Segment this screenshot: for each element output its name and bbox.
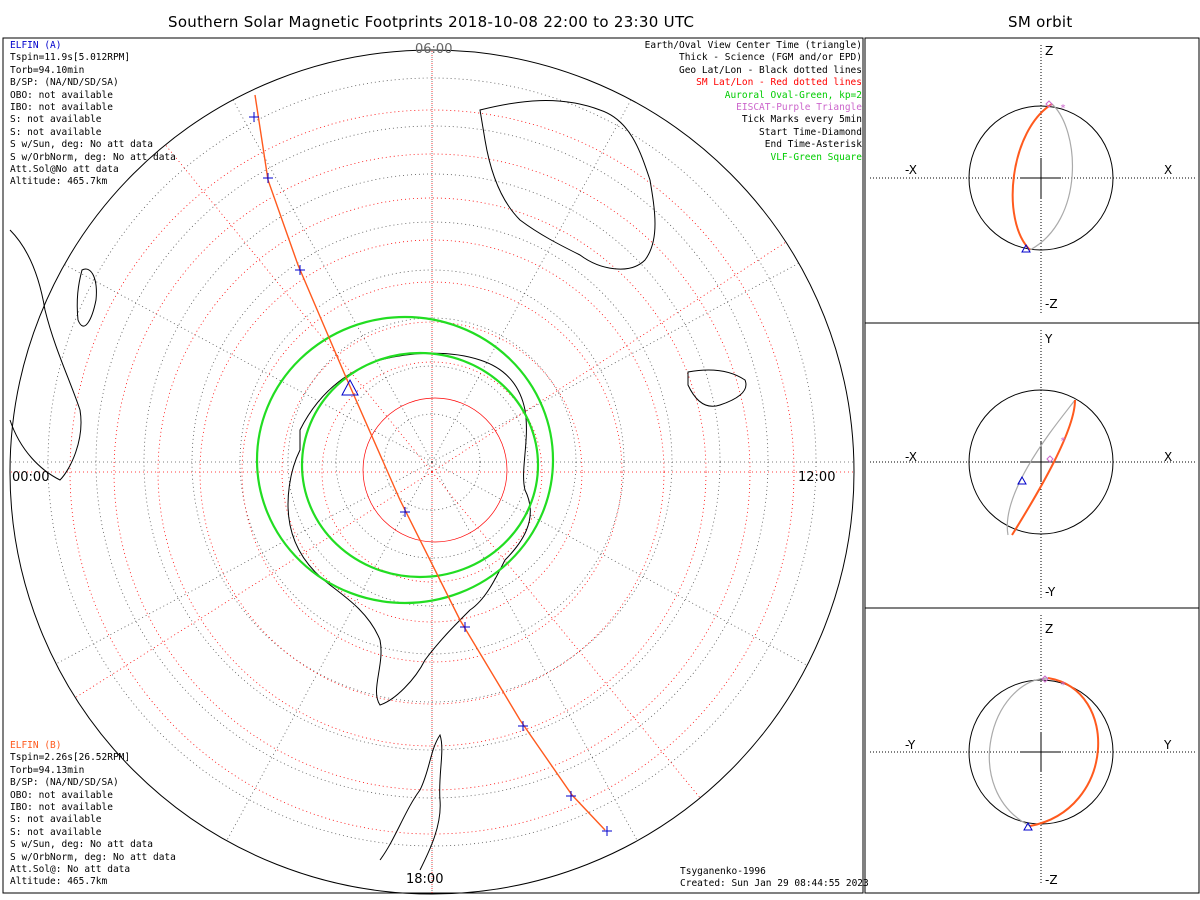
elfin-b-line: Tspin=2.26s[26.52RPM] — [10, 752, 131, 764]
elfin-a-line: OBO: not available — [10, 89, 113, 101]
orbit-1-bottom: -Z — [1045, 297, 1058, 311]
legend-entry: Tick Marks every 5min — [741, 114, 862, 126]
orbit-3-right: Y — [1164, 738, 1172, 752]
elfin-b-line: Att.Sol@: No att data — [10, 864, 131, 876]
elfin-a-line: B/SP: (NA/ND/SD/SA) — [10, 77, 119, 89]
elfin-b-line: S w/OrbNorm, deg: No att data — [10, 851, 176, 863]
orbit-2-left: -X — [905, 450, 917, 464]
australia — [479, 100, 656, 270]
globe — [9, 49, 855, 895]
footer-model: Tsyganenko-1996 — [680, 866, 766, 877]
antarctica — [287, 352, 531, 706]
legend-entry: SM Lat/Lon - Red dotted lines — [696, 77, 862, 89]
orbit-2-bottom: -Y — [1045, 585, 1056, 599]
elfin-b-lines: Tspin=2.26s[26.52RPM] Torb=94.13min B/SP: … — [10, 752, 176, 888]
footer-created: Created: Sun Jan 29 08:44:55 2023 — [680, 878, 869, 889]
elfin-b-line: S: not available — [10, 826, 102, 838]
orbit-panel-1: * — [870, 45, 1195, 315]
legend-entry: Geo Lat/Lon - Black dotted lines — [678, 64, 862, 76]
map-label-bottom: 18:00 — [406, 872, 444, 887]
geo-grid — [10, 50, 854, 894]
continents — [9, 100, 747, 871]
elfin-a-header: ELFIN (A) — [10, 40, 62, 51]
orbit-3-bottom: -Z — [1045, 873, 1058, 887]
orbit-1-top: Z — [1045, 44, 1054, 58]
legend-entry: VLF-Green Square — [770, 151, 862, 163]
view-center-triangle — [341, 378, 359, 396]
legend-entry: Thick - Science (FGM and/or EPD) — [678, 52, 862, 64]
svg-text:*: * — [1060, 680, 1066, 691]
orbit-2-right: X — [1164, 450, 1173, 464]
page-title: Southern Solar Magnetic Footprints 2018-… — [168, 13, 695, 31]
svg-text:*: * — [1060, 436, 1066, 447]
elfin-b-line: S w/Sun, deg: No att data — [10, 839, 153, 851]
legend-entry: Earth/Oval View Center Time (triangle) — [644, 40, 862, 51]
map-label-right: 12:00 — [798, 470, 836, 485]
map-frame — [2, 37, 864, 894]
track-ticks — [249, 112, 612, 836]
madagascar — [76, 268, 97, 327]
elfin-a-line: S w/OrbNorm, deg: No att data — [10, 151, 176, 163]
elfin-a-line: Tspin=11.9s[5.012RPM] — [10, 52, 131, 64]
africa — [9, 229, 82, 481]
auroral-ovals — [255, 315, 555, 605]
orbit-1-left: -X — [905, 163, 917, 177]
orbit-frame — [864, 37, 1200, 894]
auroral-oval-inner — [300, 351, 540, 579]
elfin-b-line: S: not available — [10, 814, 102, 826]
new-zealand — [687, 369, 747, 407]
sm-grid — [10, 50, 854, 894]
map-label-top: 06:00 — [415, 42, 453, 57]
elfin-a-line: Torb=94.10min — [10, 64, 85, 76]
elfin-b-line: OBO: not available — [10, 789, 113, 801]
orbit-3-left: -Y — [905, 738, 916, 752]
elfin-a-line: S w/Sun, deg: No att data — [10, 139, 153, 151]
elfin-a-line: S: not available — [10, 114, 102, 126]
elfin-b-line: IBO: not available — [10, 802, 113, 814]
elfin-track — [254, 94, 606, 831]
orbit-1-right: X — [1164, 163, 1173, 177]
orbit-3-top: Z — [1045, 622, 1054, 636]
svg-text:*: * — [1060, 103, 1066, 114]
elfin-b-header: ELFIN (B) — [10, 740, 62, 751]
map-label-left: 00:00 — [12, 470, 50, 485]
elfin-a-line: Att.Sol@No att data — [10, 164, 119, 176]
legend-entry: EISCAT-Purple Triangle — [736, 102, 862, 114]
elfin-a-info: ELFIN (A) Tspin=11.9s[5.012RPM] Torb=94.1… — [10, 40, 176, 189]
legend-entry: Start Time-Diamond — [759, 126, 862, 138]
legend-entry: End Time-Asterisk — [764, 139, 862, 151]
orbit-title: SM orbit — [1008, 13, 1073, 31]
elfin-a-line: S: not available — [10, 126, 102, 138]
elfin-b-line: Altitude: 465.7km — [10, 876, 108, 888]
elfin-b-line: B/SP: (NA/ND/SD/SA) — [10, 777, 119, 789]
orbit-panel-2: * — [870, 330, 1195, 600]
legend-entry: Auroral Oval-Green, kp=2 — [724, 89, 862, 101]
legend: Earth/Oval View Center Time (triangle) Th… — [645, 40, 862, 164]
auroral-oval-outer — [255, 315, 555, 605]
elfin-b-line: Torb=94.13min — [10, 764, 85, 776]
elfin-a-line: IBO: not available — [10, 102, 113, 114]
south-america — [379, 733, 443, 871]
orbit-panel-3: * — [870, 615, 1195, 885]
elfin-a-line: Altitude: 465.7km — [10, 176, 108, 188]
elfin-a-lines: Tspin=11.9s[5.012RPM] Torb=94.10min B/SP: … — [10, 52, 176, 188]
elfin-b-info: ELFIN (B) Tspin=2.26s[26.52RPM] Torb=94.1… — [10, 740, 176, 889]
orbit-2-top: Y — [1045, 332, 1053, 346]
